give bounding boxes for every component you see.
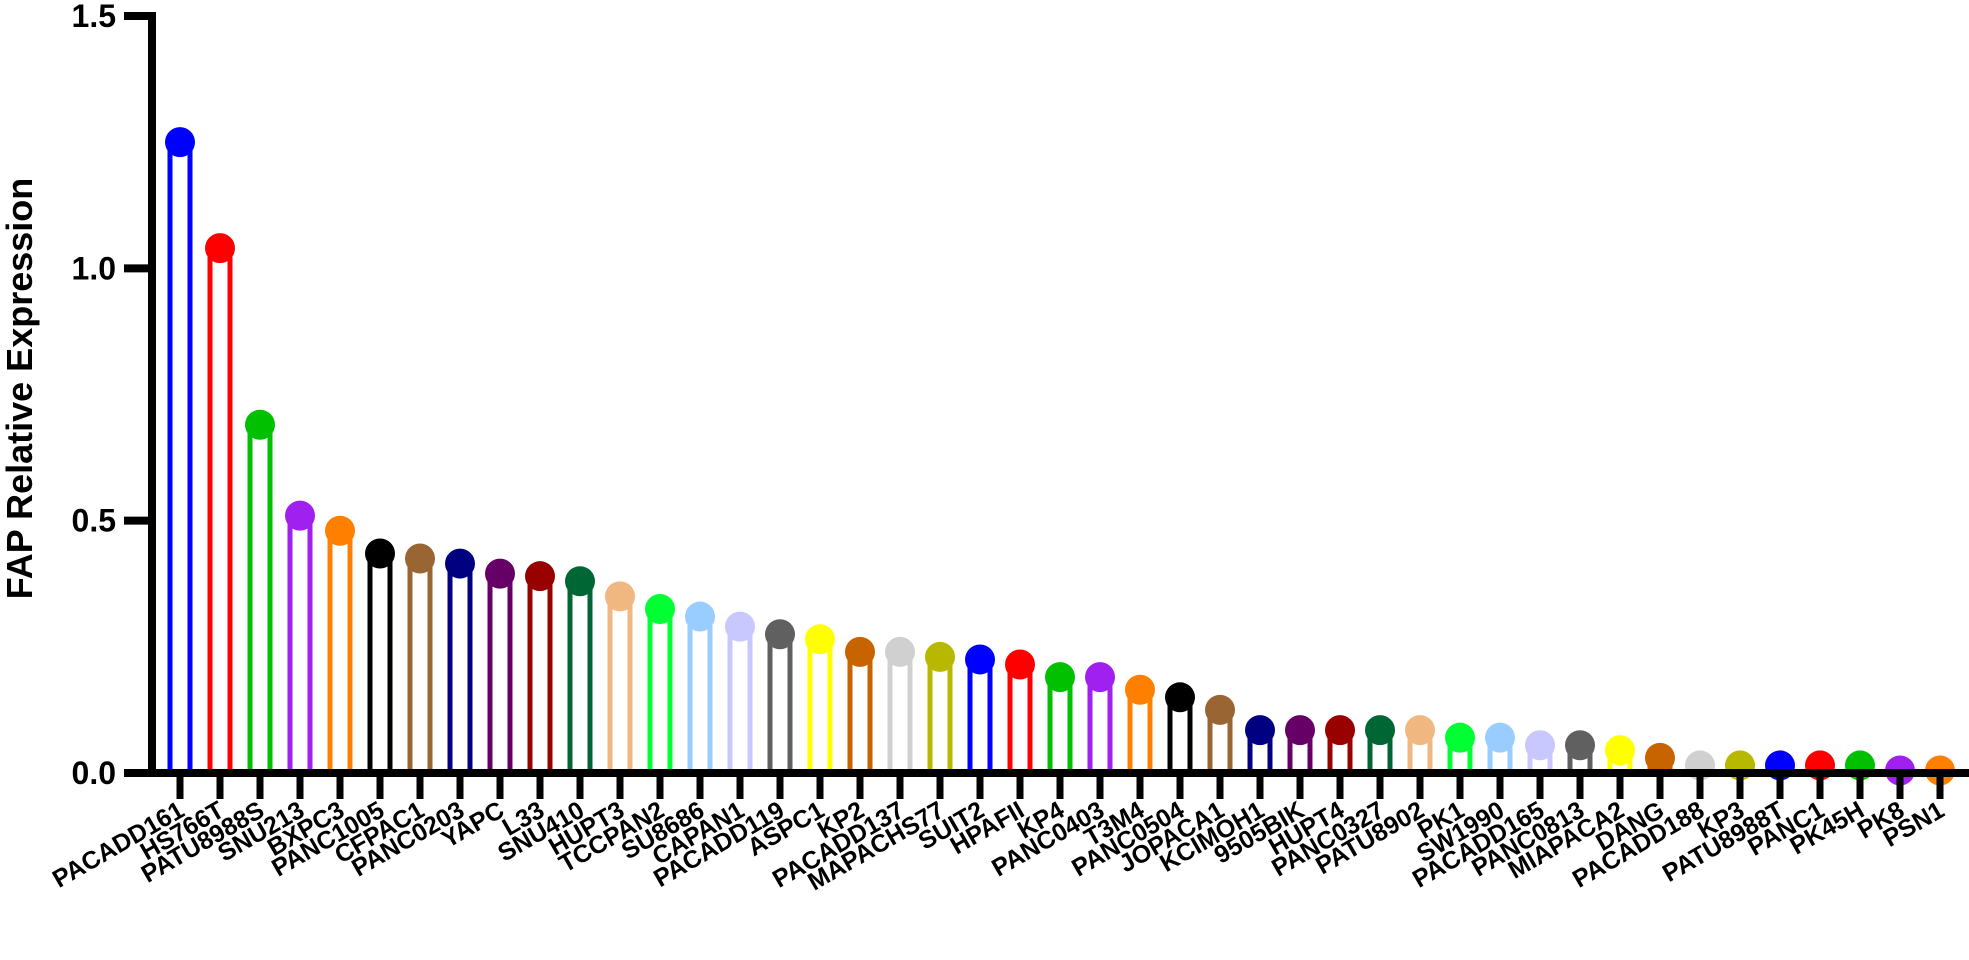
lollipop-dot <box>685 601 715 632</box>
y-axis-label: FAP Relative Expression <box>0 178 40 600</box>
lollipop-stem <box>207 245 233 776</box>
lollipop-dot <box>445 548 475 579</box>
lollipop-dot <box>245 409 275 440</box>
lollipop-stem <box>167 139 193 776</box>
lollipop-dot <box>1325 715 1355 746</box>
lollipop-stem <box>607 593 633 776</box>
lollipop-dot <box>325 515 355 546</box>
lollipop-stem <box>887 649 913 776</box>
lollipop-dot <box>605 581 635 612</box>
lollipop-dot <box>1005 649 1035 680</box>
lollipop-dot <box>805 624 835 655</box>
lollipop-dot <box>1045 662 1075 693</box>
lollipop-stem <box>687 614 713 776</box>
lollipop-stem <box>367 550 393 776</box>
lollipop-dot <box>1645 742 1675 773</box>
lollipop-dot <box>1405 715 1435 746</box>
lollipop-stem <box>927 654 953 776</box>
lollipop-stem <box>967 656 993 776</box>
x-axis-ticks: PACADD161HS766TPATU8988SSNU213BXPC3PANC1… <box>48 773 1949 896</box>
lollipop-dot <box>405 543 435 574</box>
lollipop-marks <box>165 127 1955 786</box>
lollipop-stem <box>767 631 793 776</box>
lollipop-dot <box>1165 682 1195 713</box>
y-tick-label: 1.5 <box>72 0 116 34</box>
lollipop-stem <box>327 528 353 776</box>
lollipop-stem <box>527 573 553 776</box>
lollipop-stem <box>247 422 273 776</box>
y-tick-label: 1.0 <box>72 250 116 286</box>
lollipop-stem <box>647 606 673 776</box>
lollipop-dot <box>1485 722 1515 753</box>
lollipop-dot <box>1085 662 1115 693</box>
lollipop-stem <box>407 556 433 776</box>
lollipop-stem <box>847 649 873 776</box>
lollipop-dot <box>1605 735 1635 766</box>
lollipop-dot <box>845 636 875 667</box>
lollipop-stem <box>487 571 513 776</box>
lollipop-stem <box>807 636 833 776</box>
lollipop-dot <box>1125 674 1155 705</box>
lollipop-dot <box>285 500 315 531</box>
lollipop-stem <box>447 561 473 776</box>
lollipop-dot <box>925 641 955 672</box>
lollipop-stem <box>567 578 593 776</box>
lollipop-stem <box>287 513 313 776</box>
lollipop-dot <box>965 644 995 675</box>
y-tick-label: 0.0 <box>72 755 116 791</box>
lollipop-dot <box>1205 694 1235 725</box>
lollipop-dot <box>645 593 675 624</box>
lollipop-dot <box>1365 715 1395 746</box>
lollipop-dot <box>765 619 795 650</box>
lollipop-stem <box>727 624 753 776</box>
lollipop-dot <box>365 538 395 569</box>
lollipop-dot <box>565 566 595 597</box>
lollipop-dot <box>525 561 555 592</box>
lollipop-dot <box>205 233 235 264</box>
lollipop-dot <box>725 611 755 642</box>
lollipop-dot <box>1285 715 1315 746</box>
lollipop-dot <box>1445 722 1475 753</box>
lollipop-dot <box>885 636 915 667</box>
lollipop-dot <box>1525 730 1555 761</box>
lollipop-dot <box>1565 730 1595 761</box>
y-tick-label: 0.5 <box>72 503 116 539</box>
y-axis-ticks: 0.0 0.5 1.0 1.5 <box>72 0 152 791</box>
lollipop-dot <box>485 558 515 589</box>
lollipop-stem <box>1007 661 1033 776</box>
lollipop-dot <box>165 127 195 158</box>
lollipop-dot <box>1245 715 1275 746</box>
